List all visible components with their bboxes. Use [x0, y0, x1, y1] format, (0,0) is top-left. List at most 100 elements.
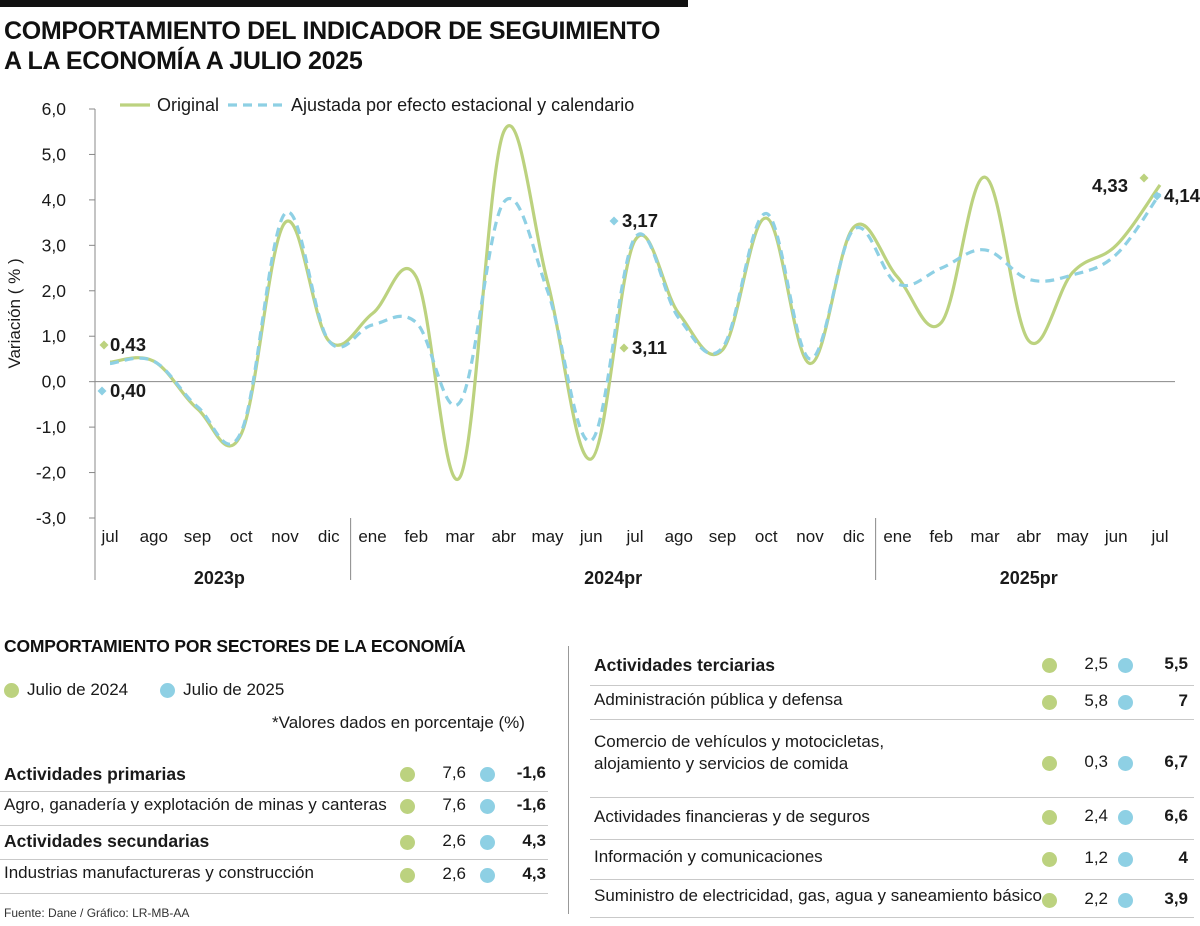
blue-dot-icon	[1118, 756, 1133, 771]
legend-item-2024: Julio de 2024	[4, 680, 128, 700]
legend-label-ajustada: Ajustada por efecto estacional y calenda…	[291, 95, 634, 115]
sector-label-line: Actividades financieras y de seguros	[594, 807, 870, 826]
sector-label: Actividades primarias	[4, 763, 186, 785]
value-2024: 5,8	[1084, 691, 1108, 710]
value-2024: 2,5	[1084, 654, 1108, 673]
x-tick-label: feb	[929, 527, 953, 546]
value-2024: 7,6	[442, 795, 466, 814]
y-tick-label: 0,0	[42, 372, 67, 392]
sector-label: Comercio de vehículos y motocicletas, alo…	[594, 731, 884, 775]
annotation-label: 0,43	[110, 334, 146, 355]
sector-label-line: Actividades primarias	[4, 764, 186, 784]
sector-label: Actividades financieras y de seguros	[594, 806, 870, 828]
legend-label-2024: Julio de 2024	[27, 680, 129, 699]
title-line-1: COMPORTAMIENTO DEL INDICADOR DE SEGUIMIE…	[4, 17, 661, 45]
sectors-legend: Julio de 2024 Julio de 2025	[4, 680, 316, 700]
value-2024: 7,6	[442, 763, 466, 782]
series-line-original	[109, 124, 1162, 482]
annotation-marker	[609, 216, 619, 226]
y-tick-label: -2,0	[36, 463, 66, 483]
sector-row: Actividades financieras y de seguros 2,4 6…	[590, 797, 1194, 840]
x-tick-label: ene	[358, 527, 386, 546]
sectors-title: COMPORTAMIENTO POR SECTORES DE LA ECONOM…	[4, 636, 466, 656]
green-dot-icon	[400, 835, 415, 850]
line-chart: 6,0 5,0 4,0 3,0 2,0 1,0 0,0 -1,0 -2,0 -3,0 Variaci…	[5, 95, 1200, 588]
value-2024: 2,4	[1084, 806, 1108, 825]
blue-dot-icon	[1118, 852, 1133, 867]
y-tick-label: 2,0	[42, 281, 67, 301]
sector-label-line: Actividades terciarias	[594, 655, 775, 675]
value-2025: -1,6	[516, 795, 546, 814]
y-tick-label: 6,0	[42, 99, 67, 119]
value-2024: 2,2	[1084, 889, 1108, 908]
y-tick-label: -3,0	[36, 508, 66, 528]
value-2025: 3,9	[1164, 889, 1188, 908]
value-2025: 6,6	[1164, 806, 1188, 825]
sector-row: Información y comunicaciones 1,2 4	[590, 839, 1194, 880]
sector-label: Agro, ganadería y explotación de minas y…	[4, 794, 387, 816]
x-tick-label: jun	[579, 527, 603, 546]
value-2025: 4	[1178, 848, 1188, 867]
y-axis-label: Variación ( % )	[5, 258, 24, 368]
x-tick-label: sep	[184, 527, 211, 546]
x-tick-label: jun	[1104, 527, 1128, 546]
annotation-label: 4,14	[1164, 185, 1200, 206]
blue-dot-icon	[480, 868, 495, 883]
legend-label-2025: Julio de 2025	[183, 680, 285, 699]
annotation-label: 3,17	[622, 210, 658, 231]
value-2025: -1,6	[516, 763, 546, 782]
green-dot-icon	[1042, 852, 1057, 867]
blue-dot-icon	[1118, 695, 1133, 710]
blue-dot-icon	[1118, 810, 1133, 825]
top-bar	[0, 0, 688, 7]
annotation-marker	[99, 340, 109, 350]
sector-label: Actividades terciarias	[594, 654, 775, 676]
sector-row: Actividades terciarias 2,5 5,5	[590, 651, 1194, 686]
page-title: COMPORTAMIENTO DEL INDICADOR DE SEGUIMIE…	[4, 16, 660, 76]
green-dot-icon	[1042, 893, 1057, 908]
value-2025: 4,3	[522, 831, 546, 850]
blue-dot-icon	[160, 682, 176, 698]
x-tick-label: jul	[100, 527, 118, 546]
y-tick-label: 4,0	[42, 190, 67, 210]
blue-dot-icon	[1118, 893, 1133, 908]
sector-row: Actividades primarias 7,6 -1,6	[0, 757, 548, 792]
x-tick-label: feb	[404, 527, 428, 546]
green-dot-icon	[1042, 658, 1057, 673]
year-label: 2025pr	[1000, 568, 1058, 588]
sector-label-line: Industrias manufactureras y construcción	[4, 863, 314, 882]
x-tick-label: mar	[970, 527, 1000, 546]
value-2024: 1,2	[1084, 848, 1108, 867]
blue-dot-icon	[480, 835, 495, 850]
y-tick-label: 3,0	[42, 235, 67, 255]
green-dot-icon	[400, 799, 415, 814]
sector-label: Suministro de electricidad, gas, agua y …	[594, 885, 1042, 907]
source-note: Fuente: Dane / Gráfico: LR-MB-AA	[4, 906, 190, 920]
legend-item-2025: Julio de 2025	[160, 680, 284, 700]
value-2025: 7	[1178, 691, 1188, 710]
x-tick-label: mar	[445, 527, 475, 546]
x-tick-label: oct	[230, 527, 253, 546]
value-2025: 4,3	[522, 864, 546, 883]
x-tick-label: ago	[140, 527, 168, 546]
blue-dot-icon	[480, 767, 495, 782]
annotation-marker	[619, 343, 629, 353]
blue-dot-icon	[1118, 658, 1133, 673]
x-tick-label: may	[1056, 527, 1089, 546]
y-tick-label: -1,0	[36, 417, 66, 437]
green-dot-icon	[4, 682, 19, 698]
y-tick-label: 5,0	[42, 144, 67, 164]
sector-row: Actividades secundarias 2,6 4,3	[0, 825, 548, 860]
sector-label-line: Agro, ganadería y explotación de minas y…	[4, 795, 387, 814]
x-tick-label: jul	[625, 527, 643, 546]
values-note: *Valores dados en porcentaje (%)	[272, 713, 525, 732]
annotation-marker	[1152, 191, 1162, 201]
green-dot-icon	[1042, 695, 1057, 710]
x-tick-label: ene	[883, 527, 911, 546]
sector-label: Industrias manufactureras y construcción	[4, 862, 314, 884]
sector-label-line: alojamiento y servicios de comida	[594, 754, 849, 773]
series-line-ajustada	[109, 192, 1162, 446]
sector-label-line: Información y comunicaciones	[594, 847, 823, 866]
x-tick-label: abr	[491, 527, 516, 546]
annotation-label: 4,33	[1092, 175, 1128, 196]
